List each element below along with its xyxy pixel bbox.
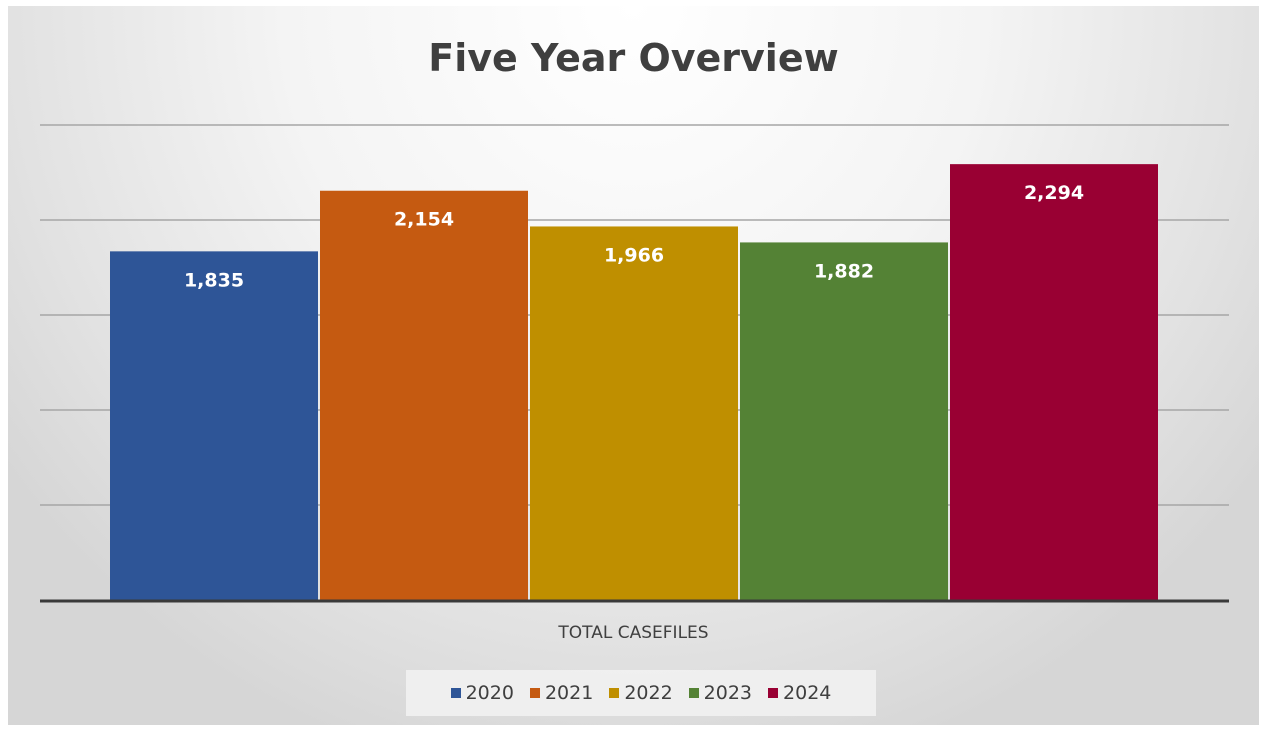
legend-swatch-2023 <box>688 688 699 698</box>
legend-item-2022: 2022 <box>609 682 673 704</box>
chart-title: Five Year Overview <box>428 36 839 80</box>
legend-swatch-2022 <box>609 688 620 698</box>
legend-item-2020: 2020 <box>450 682 514 704</box>
bar-2021 <box>320 190 528 601</box>
bar-2020 <box>110 251 318 600</box>
legend: 2020 2021 2022 2023 2024 <box>406 670 876 716</box>
bar-2024 <box>950 164 1158 600</box>
legend-label-2023: 2023 <box>703 682 753 704</box>
legend-swatch-2021 <box>529 688 540 698</box>
data-label-2023: 1,882 <box>814 260 874 282</box>
data-label-2024: 2,294 <box>1024 182 1084 204</box>
data-label-2021: 2,154 <box>394 209 454 231</box>
bar-2022 <box>530 226 738 600</box>
legend-swatch-2020 <box>450 688 461 698</box>
category-axis-label: TOTAL CASEFILES <box>558 623 709 643</box>
legend-item-2021: 2021 <box>529 682 594 704</box>
legend-label-2020: 2020 <box>465 682 514 704</box>
data-label-2020: 1,835 <box>184 269 244 291</box>
chart-area: Five Year Overview 1,835 2,154 1,966 1,882 2… <box>8 6 1259 725</box>
legend-swatch-2024 <box>768 688 779 698</box>
legend-label-2022: 2022 <box>624 682 673 704</box>
legend-item-2023: 2023 <box>688 682 753 704</box>
data-label-2022: 1,966 <box>604 244 664 266</box>
legend-label-2021: 2021 <box>544 682 594 704</box>
plot-area: 1,835 2,154 1,966 1,882 2,294 <box>40 124 1229 603</box>
legend-label-2024: 2024 <box>783 682 832 704</box>
bar-2023 <box>740 242 948 601</box>
legend-item-2024: 2024 <box>768 682 831 704</box>
